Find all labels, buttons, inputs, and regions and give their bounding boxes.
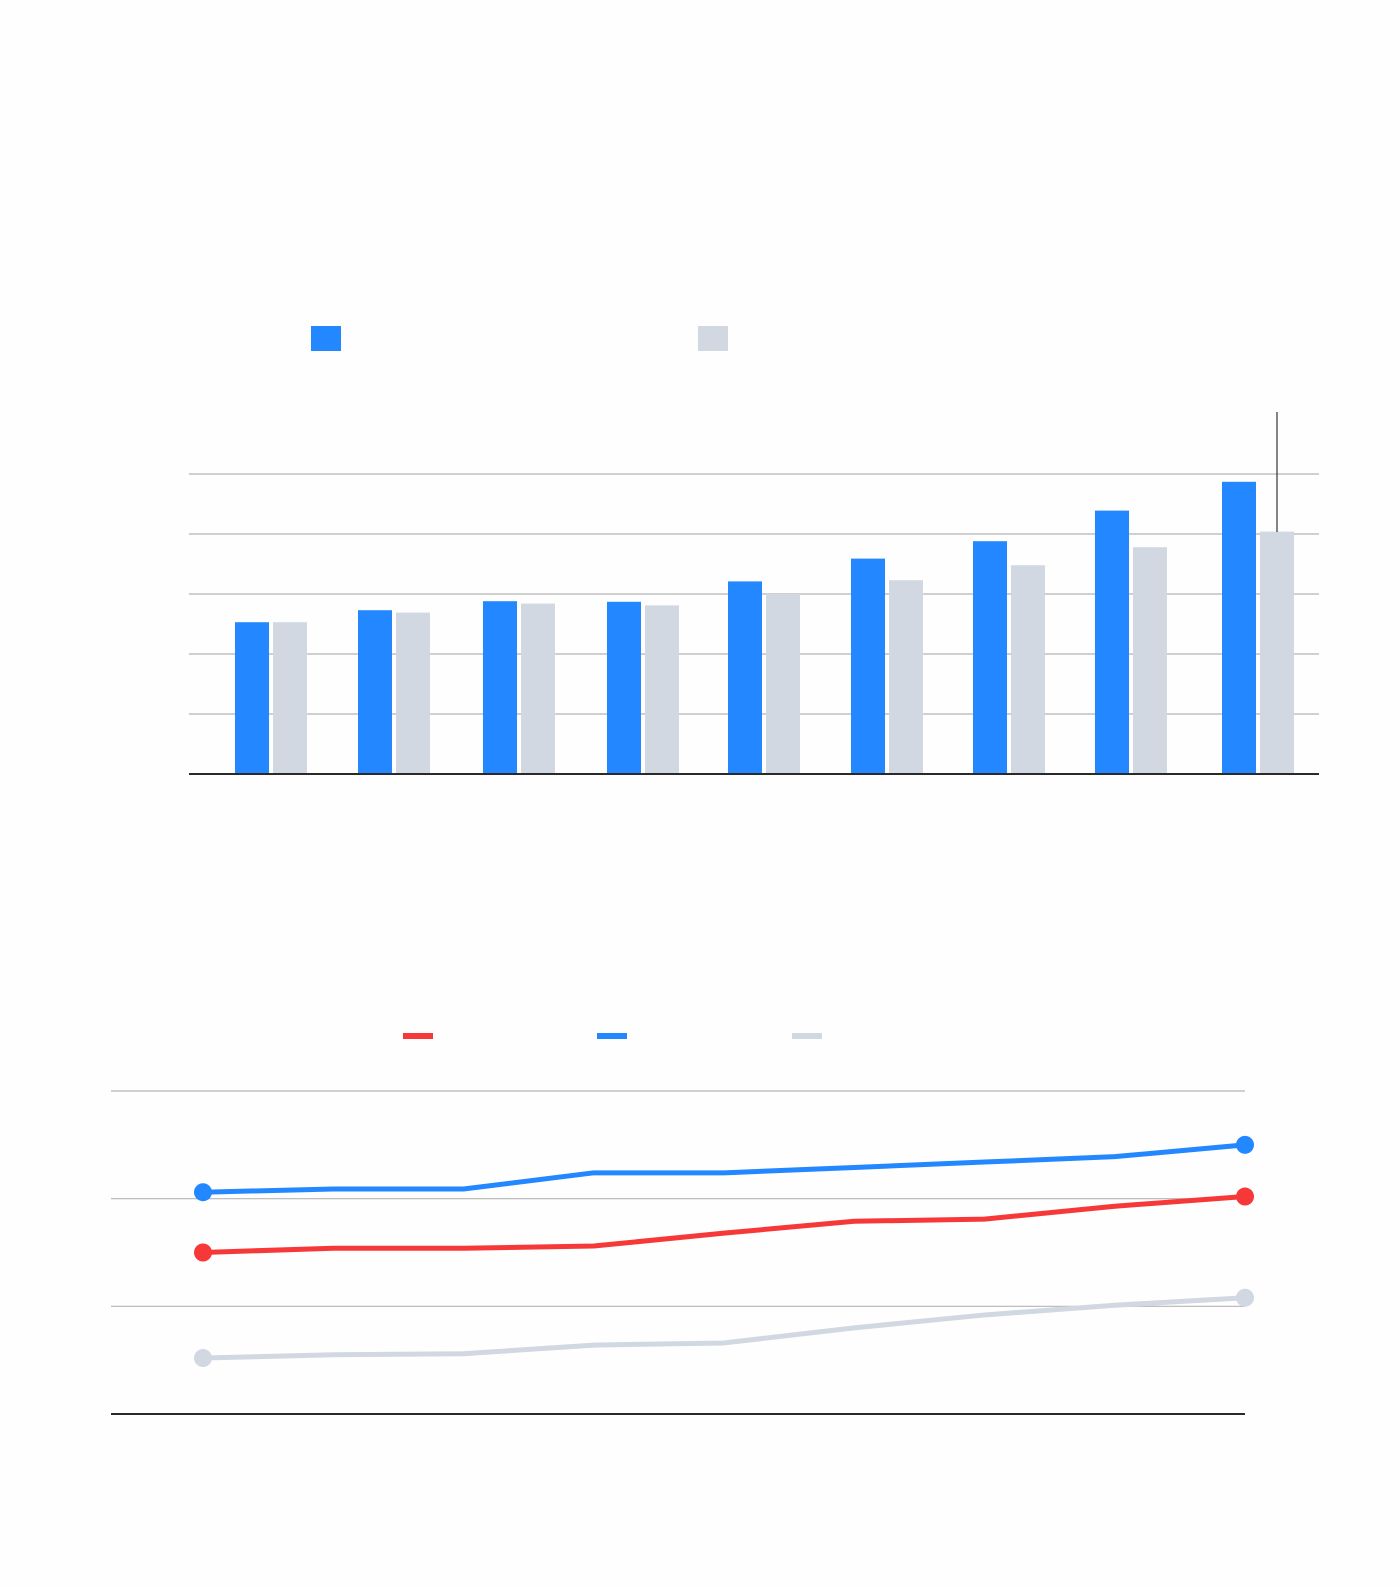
bar-series-2: [521, 603, 555, 774]
line-series-2-start-point: [194, 1183, 212, 1202]
bar-series-1: [358, 610, 392, 774]
bar-series-2: [1260, 531, 1294, 774]
legend-line-1: [403, 1033, 433, 1039]
bar-chart: [189, 326, 1319, 775]
bar-series-1: [973, 541, 1007, 774]
bar-series-2: [766, 594, 800, 774]
bar-series-1: [235, 622, 269, 774]
line-series-1-start-point: [194, 1243, 212, 1262]
line-series-1: [200, 1194, 1248, 1255]
bar-series-2: [1133, 547, 1167, 774]
bar-series-2: [273, 622, 307, 774]
bar-series-2: [645, 605, 679, 774]
legend-swatch-1: [311, 326, 341, 351]
bar-series-1: [851, 558, 885, 774]
bar-series-1: [1222, 481, 1256, 774]
line-series-1-end-point: [1236, 1187, 1254, 1206]
legend-swatch-2: [698, 326, 728, 351]
bar-series-1: [607, 601, 641, 774]
line-series-2-end-point: [1236, 1135, 1254, 1154]
bar-series-1: [728, 581, 762, 774]
line-series-3: [200, 1295, 1248, 1361]
bar-series-1: [483, 601, 517, 774]
bar-series-2: [889, 580, 923, 774]
legend-line-3: [792, 1033, 822, 1039]
bar-series-2: [1011, 565, 1045, 774]
line-series-3-start-point: [194, 1349, 212, 1368]
bar-series-2: [396, 612, 430, 774]
line-series-3-end-point: [1236, 1288, 1254, 1307]
legend-line-2: [597, 1033, 627, 1039]
line-series-2: [200, 1142, 1248, 1195]
bar-series-1: [1095, 510, 1129, 774]
